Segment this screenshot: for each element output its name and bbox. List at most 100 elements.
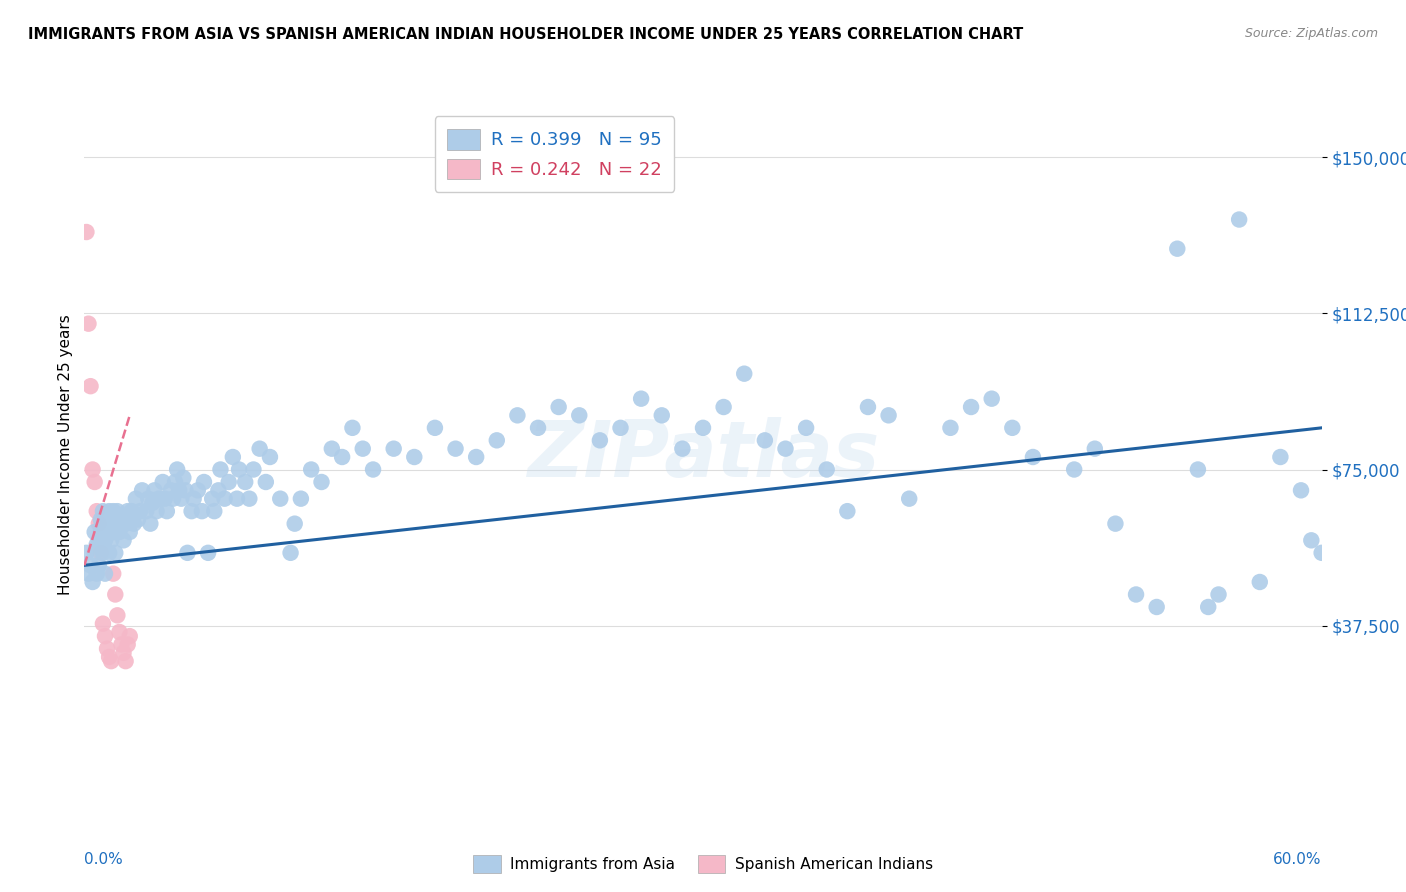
Point: [143, 483, 166, 498]
Point: [118, 524, 141, 539]
Point: [1270, 450, 1292, 464]
Point: [1310, 546, 1333, 560]
Point: [167, 483, 190, 498]
Point: [1249, 574, 1271, 589]
Point: [98, 504, 121, 518]
Point: [630, 392, 652, 406]
Point: [121, 504, 143, 518]
Point: [141, 496, 163, 510]
Point: [82, 462, 104, 476]
Point: [87, 558, 110, 573]
Point: [1001, 421, 1024, 435]
Point: [1166, 242, 1188, 256]
Point: [228, 462, 250, 476]
Point: [129, 504, 152, 518]
Point: [105, 504, 128, 518]
Point: [382, 442, 405, 456]
Point: [77, 566, 100, 581]
Point: [191, 504, 214, 518]
Point: [692, 421, 714, 435]
Point: [898, 491, 921, 506]
Point: [352, 442, 374, 456]
Point: [131, 483, 153, 498]
Point: [82, 574, 104, 589]
Point: [939, 421, 962, 435]
Point: [174, 483, 197, 498]
Point: [444, 442, 467, 456]
Point: [1301, 533, 1323, 548]
Point: [91, 504, 114, 518]
Point: [135, 504, 157, 518]
Point: [207, 483, 229, 498]
Point: [713, 400, 735, 414]
Point: [166, 462, 188, 476]
Point: [527, 421, 550, 435]
Point: [103, 504, 125, 518]
Point: [671, 442, 693, 456]
Point: [87, 533, 110, 548]
Point: [815, 462, 838, 476]
Point: [152, 475, 174, 489]
Point: [794, 421, 817, 435]
Point: [733, 367, 755, 381]
Point: [86, 566, 108, 581]
Point: [118, 629, 141, 643]
Point: [94, 629, 117, 643]
Point: [209, 462, 232, 476]
Point: [218, 475, 240, 489]
Point: [100, 516, 122, 531]
Point: [330, 450, 353, 464]
Point: [148, 491, 170, 506]
Point: [83, 546, 105, 560]
Point: [94, 533, 117, 548]
Point: [86, 537, 108, 551]
Point: [547, 400, 569, 414]
Text: ZIPatlas: ZIPatlas: [527, 417, 879, 493]
Point: [172, 471, 194, 485]
Legend: Immigrants from Asia, Spanish American Indians: Immigrants from Asia, Spanish American I…: [467, 849, 939, 879]
Point: [651, 409, 673, 423]
Point: [145, 504, 167, 518]
Point: [226, 491, 249, 506]
Point: [197, 546, 219, 560]
Point: [342, 421, 364, 435]
Point: [108, 625, 131, 640]
Point: [100, 533, 122, 548]
Point: [162, 491, 184, 506]
Point: [465, 450, 488, 464]
Point: [112, 646, 135, 660]
Point: [1104, 516, 1126, 531]
Point: [321, 442, 343, 456]
Point: [96, 641, 118, 656]
Point: [75, 225, 97, 239]
Point: [1197, 599, 1219, 614]
Point: [1022, 450, 1045, 464]
Point: [160, 483, 183, 498]
Point: [117, 638, 139, 652]
Point: [75, 546, 97, 560]
Point: [589, 434, 612, 448]
Point: [127, 512, 149, 526]
Point: [1227, 212, 1250, 227]
Point: [114, 516, 136, 531]
Point: [187, 483, 209, 498]
Point: [877, 409, 900, 423]
Point: [98, 546, 121, 560]
Point: [254, 475, 277, 489]
Point: [105, 516, 128, 531]
Point: [269, 491, 291, 506]
Point: [249, 442, 271, 456]
Point: [284, 516, 307, 531]
Point: [125, 491, 148, 506]
Point: [104, 587, 127, 601]
Point: [201, 491, 224, 506]
Point: [153, 491, 176, 506]
Point: [180, 504, 202, 518]
Point: [1084, 442, 1107, 456]
Point: [136, 491, 159, 506]
Point: [423, 421, 446, 435]
Point: [856, 400, 879, 414]
Point: [485, 434, 508, 448]
Point: [290, 491, 312, 506]
Point: [90, 512, 112, 526]
